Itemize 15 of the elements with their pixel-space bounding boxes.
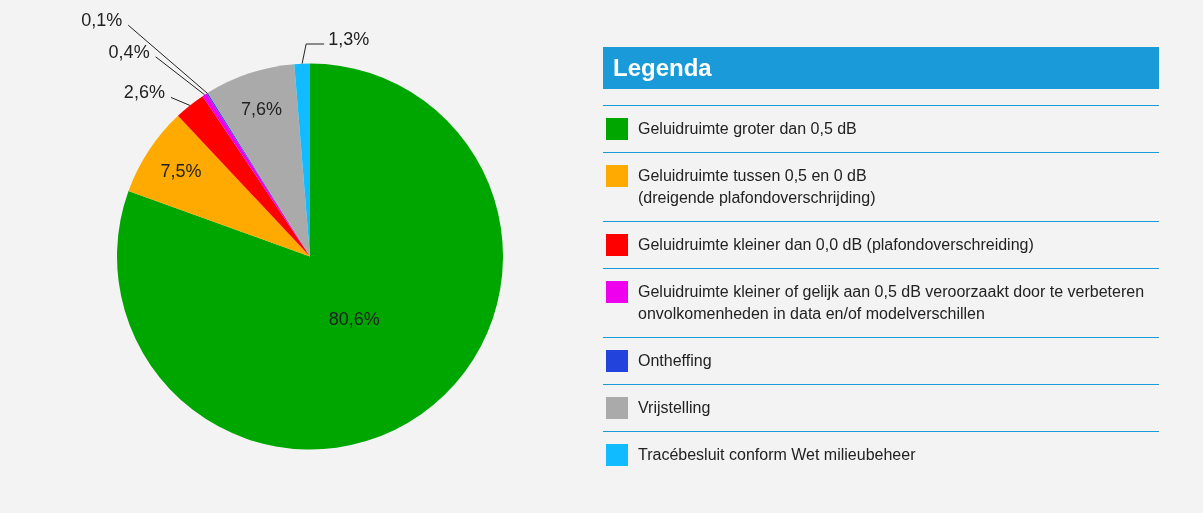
legend-label: Vrijstelling	[638, 398, 712, 418]
data-label: 7,6%	[240, 98, 282, 119]
data-label: 0,4%	[108, 41, 150, 62]
data-label: 2,6%	[123, 82, 165, 103]
legend-label: Geluidruimte kleiner dan 0,0 dB (plafondoverschreiding)	[638, 235, 1035, 255]
data-label: 80,6%	[328, 308, 380, 329]
legend-label: Geluidruimte tussen 0,5 en 0 dB (dreigende plafondoverschrijding)	[638, 166, 877, 208]
data-label: 1,3%	[328, 28, 370, 49]
legend-label: Ontheffing	[638, 351, 713, 371]
data-label: 7,5%	[160, 160, 202, 181]
legend-title: Legenda	[603, 47, 1159, 89]
legend-label: Tracébesluit conform Wet milieubeheer	[638, 445, 917, 465]
data-label: 0,1%	[81, 10, 123, 31]
legend-label: Geluidruimte groter dan 0,5 dB	[638, 119, 858, 139]
legend-label: Geluidruimte kleiner of gelijk aan 0,5 dB veroorzaakt door te verbeteren onvolkomenheden in data en/of modelverschillen	[638, 282, 1146, 324]
